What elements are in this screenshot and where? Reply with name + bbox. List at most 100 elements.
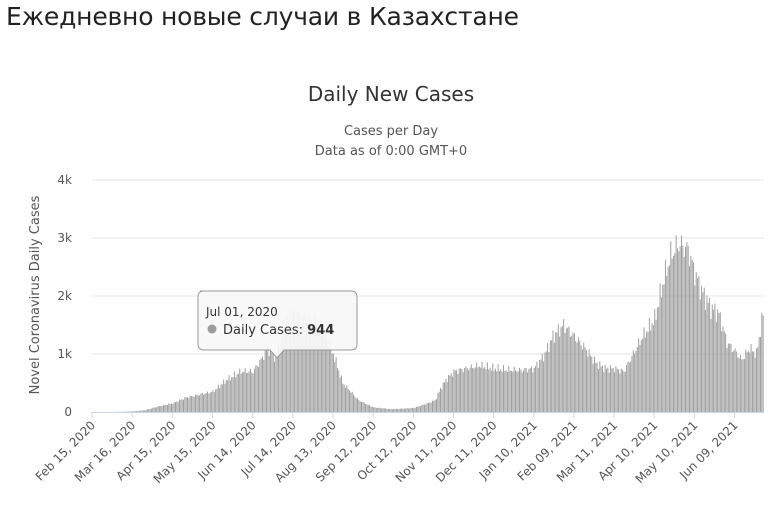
- bar[interactable]: [136, 411, 138, 412]
- bar[interactable]: [395, 408, 397, 412]
- bar[interactable]: [678, 251, 680, 412]
- bar[interactable]: [207, 391, 209, 412]
- bar[interactable]: [650, 330, 652, 412]
- bar[interactable]: [579, 340, 581, 412]
- bar[interactable]: [219, 387, 221, 412]
- bar[interactable]: [662, 284, 664, 412]
- bar[interactable]: [290, 325, 292, 412]
- bar[interactable]: [749, 352, 751, 412]
- bar[interactable]: [675, 235, 677, 412]
- bar[interactable]: [437, 393, 439, 412]
- bar[interactable]: [552, 330, 554, 412]
- bar[interactable]: [387, 408, 389, 412]
- bar[interactable]: [718, 312, 720, 412]
- bar[interactable]: [535, 366, 537, 412]
- bar[interactable]: [584, 347, 586, 412]
- bar[interactable]: [751, 351, 753, 412]
- bar[interactable]: [342, 383, 344, 412]
- bar[interactable]: [141, 410, 143, 412]
- bar[interactable]: [690, 255, 692, 412]
- bar[interactable]: [445, 378, 447, 412]
- bar[interactable]: [227, 380, 229, 412]
- bar[interactable]: [287, 318, 289, 412]
- bar[interactable]: [403, 408, 405, 412]
- bar[interactable]: [257, 367, 259, 412]
- bar[interactable]: [328, 350, 330, 412]
- bar[interactable]: [547, 342, 549, 412]
- bar[interactable]: [450, 373, 452, 412]
- bar[interactable]: [626, 365, 628, 412]
- bar[interactable]: [133, 411, 135, 412]
- bar[interactable]: [660, 297, 662, 412]
- bar[interactable]: [201, 393, 203, 412]
- bar[interactable]: [253, 368, 255, 412]
- bar[interactable]: [316, 326, 318, 412]
- bar[interactable]: [187, 397, 188, 412]
- bar[interactable]: [709, 297, 711, 412]
- bar[interactable]: [755, 348, 757, 412]
- bar[interactable]: [282, 332, 284, 412]
- bar[interactable]: [383, 408, 385, 412]
- bar[interactable]: [432, 400, 433, 412]
- bar[interactable]: [679, 246, 681, 412]
- bar[interactable]: [362, 401, 364, 412]
- bar[interactable]: [154, 407, 156, 412]
- bar[interactable]: [707, 302, 709, 412]
- bar[interactable]: [165, 404, 167, 412]
- bar[interactable]: [212, 390, 214, 412]
- bar[interactable]: [446, 382, 448, 412]
- bar[interactable]: [338, 370, 340, 412]
- bar[interactable]: [482, 368, 484, 412]
- bar[interactable]: [528, 369, 530, 412]
- bar[interactable]: [240, 373, 242, 412]
- bar[interactable]: [160, 405, 162, 412]
- bar[interactable]: [350, 392, 352, 412]
- bar[interactable]: [375, 408, 377, 412]
- bar[interactable]: [460, 368, 462, 412]
- bar[interactable]: [536, 361, 538, 412]
- bar[interactable]: [527, 372, 529, 412]
- bar[interactable]: [361, 401, 363, 412]
- bar[interactable]: [548, 352, 550, 412]
- bar[interactable]: [608, 372, 610, 412]
- bar[interactable]: [397, 409, 399, 412]
- bar[interactable]: [620, 368, 622, 412]
- bar[interactable]: [231, 376, 233, 412]
- bar[interactable]: [256, 365, 258, 412]
- bar[interactable]: [359, 401, 361, 412]
- bar[interactable]: [699, 299, 701, 412]
- bar[interactable]: [393, 408, 395, 412]
- bar[interactable]: [569, 336, 571, 412]
- bar[interactable]: [382, 408, 384, 412]
- bar[interactable]: [695, 272, 697, 412]
- bar[interactable]: [474, 367, 476, 412]
- bar[interactable]: [545, 351, 547, 412]
- bar[interactable]: [741, 359, 743, 412]
- bar[interactable]: [592, 363, 594, 412]
- bar[interactable]: [642, 338, 644, 412]
- bar[interactable]: [149, 408, 151, 412]
- bar[interactable]: [358, 400, 360, 412]
- bar[interactable]: [323, 338, 325, 412]
- bar[interactable]: [746, 352, 748, 412]
- bar[interactable]: [465, 366, 467, 412]
- bar[interactable]: [666, 276, 668, 412]
- bar[interactable]: [243, 371, 245, 412]
- bar[interactable]: [394, 408, 396, 412]
- bar[interactable]: [583, 342, 585, 412]
- bar[interactable]: [319, 320, 321, 412]
- bar[interactable]: [283, 322, 285, 412]
- bar[interactable]: [638, 338, 640, 412]
- bar[interactable]: [757, 347, 759, 412]
- bar[interactable]: [614, 372, 616, 412]
- bar[interactable]: [168, 403, 170, 412]
- bar[interactable]: [722, 326, 724, 412]
- bar[interactable]: [343, 384, 345, 412]
- bar[interactable]: [169, 404, 171, 412]
- bar[interactable]: [636, 347, 638, 412]
- bar[interactable]: [233, 371, 235, 412]
- bar[interactable]: [452, 376, 454, 412]
- bar[interactable]: [449, 375, 451, 412]
- bars[interactable]: [113, 235, 764, 412]
- bar[interactable]: [402, 408, 404, 412]
